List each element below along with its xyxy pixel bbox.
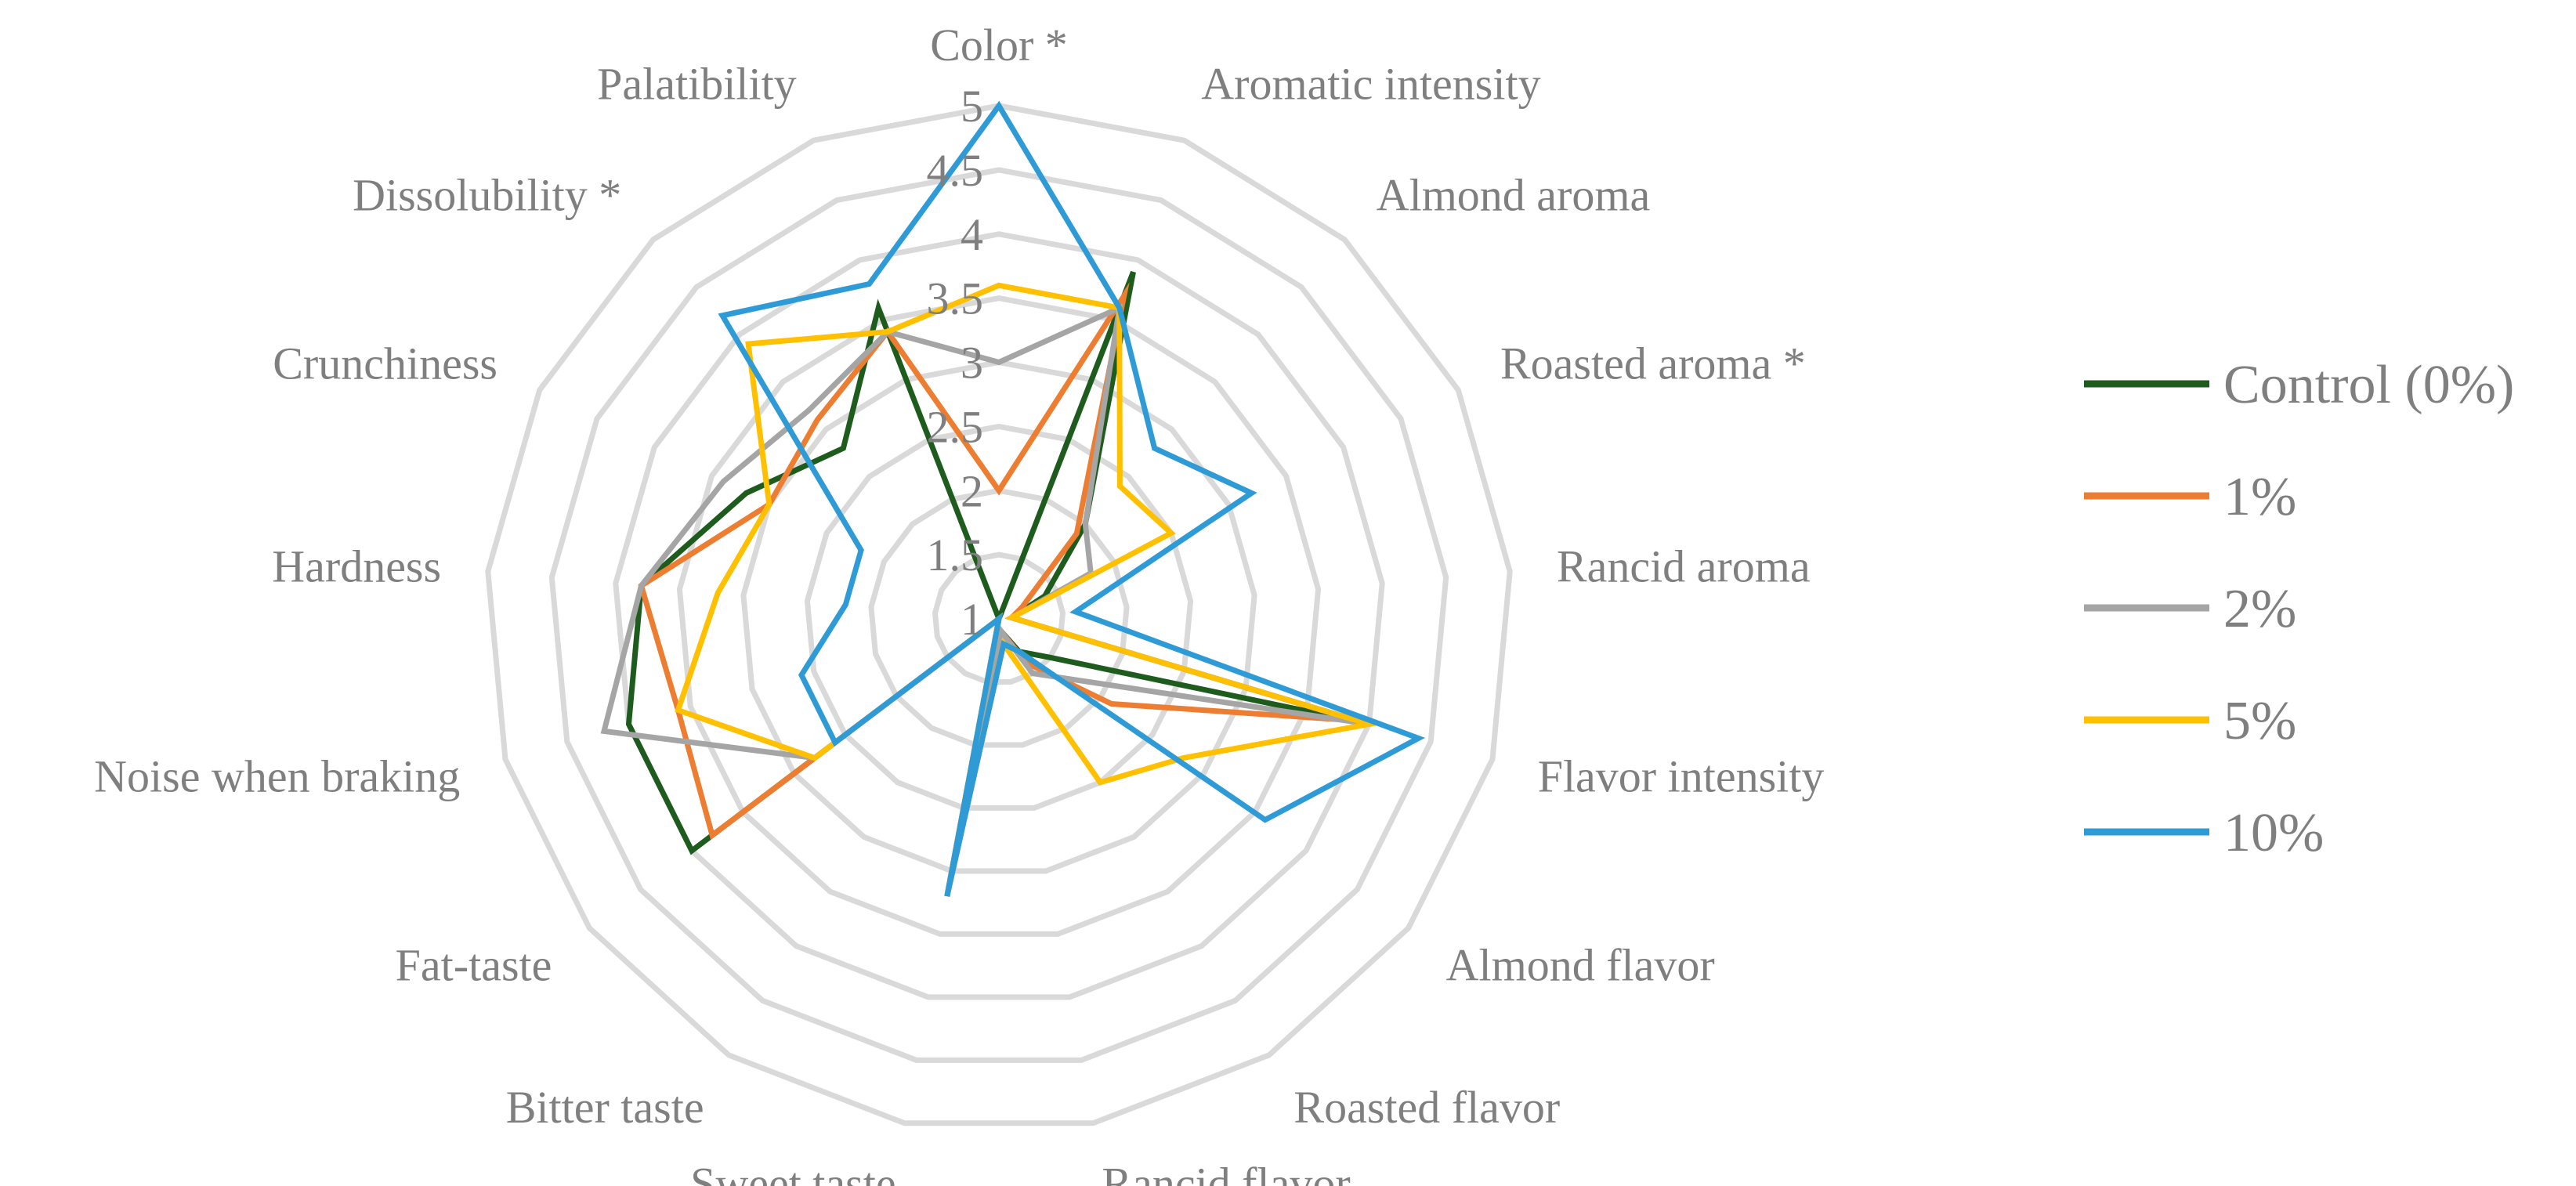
axis-label: Flavor intensity — [1538, 751, 1825, 802]
axis-label: Sweet taste — [690, 1159, 896, 1186]
tick-label: 1.5 — [927, 530, 984, 580]
legend-label: 2% — [2223, 579, 2296, 639]
radar-series — [600, 100, 1426, 897]
grid-ring-2 — [868, 487, 1130, 748]
axis-label: Roasted flavor — [1293, 1082, 1560, 1133]
tick-label: 3.5 — [927, 273, 984, 324]
legend-item: 2% — [2084, 579, 2296, 639]
axis-label: Palatibility — [597, 59, 797, 110]
grid-ring-7 — [548, 167, 1449, 1063]
axis-label: Rancid aroma — [1557, 541, 1811, 591]
tick-label: 4.5 — [927, 145, 984, 196]
axis-label: Dissolubility * — [353, 169, 621, 220]
series-line-4 — [718, 100, 1426, 897]
legend-item: 10% — [2084, 803, 2324, 863]
tick-label: 2 — [961, 465, 983, 516]
axis-label: Almond flavor — [1446, 940, 1715, 991]
tick-label: 2.5 — [927, 401, 984, 452]
legend-item: 1% — [2084, 467, 2296, 527]
legend-item: 5% — [2084, 691, 2296, 751]
axis-label: Color * — [930, 20, 1068, 71]
chart-legend: Control (0%) 1% 2% 5% 10% — [2084, 355, 2514, 863]
axis-label: Hardness — [272, 541, 441, 591]
grid-ring-1 — [932, 551, 1066, 685]
tick-label: 5 — [961, 81, 983, 132]
tick-label: 1 — [961, 594, 983, 645]
axis-label: Crunchiness — [273, 338, 497, 389]
axis-label: Rancid flavor — [1102, 1159, 1350, 1186]
grid-ring-8 — [485, 103, 1513, 1126]
axis-label: Noise when braking — [94, 751, 460, 802]
axis-label: Almond aroma — [1377, 169, 1651, 220]
axis-label: Aromatic intensity — [1201, 59, 1540, 110]
radar-tick-labels: 1 1.5 2 2.5 3 3.5 4 4.5 5 — [927, 81, 984, 645]
axis-label: Roasted aroma * — [1500, 338, 1806, 389]
grid-ring-6 — [613, 231, 1385, 1000]
legend-label: 5% — [2223, 691, 2296, 751]
tick-label: 3 — [961, 338, 983, 389]
series-line-3 — [675, 282, 1381, 897]
grid-ring-5 — [676, 295, 1322, 937]
legend-label: 10% — [2223, 803, 2324, 863]
axis-label: Bitter taste — [506, 1082, 704, 1133]
legend-label: Control (0%) — [2223, 355, 2514, 415]
legend-item: Control (0%) — [2084, 355, 2514, 415]
tick-label: 4 — [961, 209, 983, 260]
axis-label: Fat-taste — [396, 940, 552, 991]
radar-axis-labels: Color * Aromatic intensity Almond aroma Roa… — [94, 20, 1824, 1186]
legend-label: 1% — [2223, 467, 2296, 527]
